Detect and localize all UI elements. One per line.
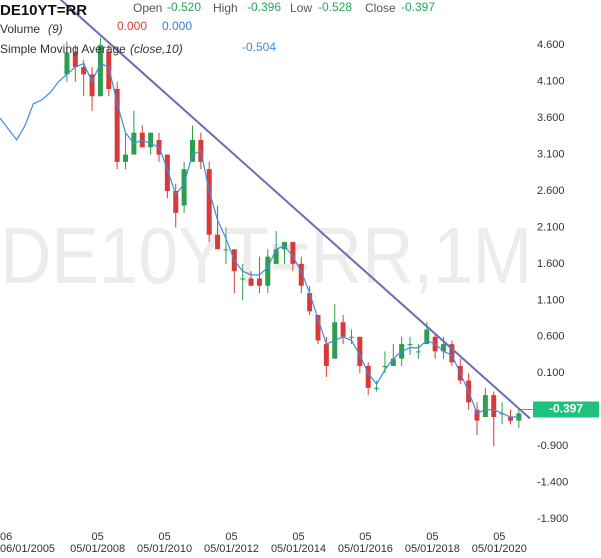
sma-label: Simple Moving Average <box>0 42 126 56</box>
last-price-box <box>533 401 599 418</box>
x-date-label: 05/01/2010 <box>137 543 192 555</box>
candle-body <box>114 88 120 162</box>
y-tick-label: -0.900 <box>537 440 568 452</box>
candle-body <box>365 365 371 388</box>
candle-body <box>507 417 513 421</box>
candle-body <box>240 278 246 280</box>
candle-body <box>474 409 480 421</box>
y-tick-label: 2.600 <box>537 185 565 197</box>
candle-body <box>482 395 488 418</box>
sma-value: -0.504 <box>242 40 276 54</box>
x-tick-label: 05 <box>292 531 304 543</box>
y-tick-label: 1.100 <box>537 294 565 306</box>
candle-body <box>223 249 229 251</box>
candle-body <box>89 74 95 97</box>
symbol: DE10YT=RR <box>0 2 87 19</box>
y-tick-label: 3.100 <box>537 148 565 160</box>
x-tick-label: 06 <box>0 531 12 543</box>
volume-value: 0.000 <box>162 19 192 33</box>
candle-body <box>307 293 313 312</box>
x-tick-label: 05 <box>158 531 170 543</box>
x-date-label: 05/01/2018 <box>405 543 460 555</box>
candle-body <box>181 169 187 206</box>
x-date-label: 06/01/2005 <box>0 543 55 555</box>
last-price-label: -0.397 <box>549 402 583 416</box>
volume-value: 0.000 <box>117 19 147 33</box>
candle-body <box>315 314 321 341</box>
candle-body <box>248 278 254 286</box>
y-tick-label: -1.400 <box>537 477 568 489</box>
candle-body <box>407 344 413 346</box>
candle-body <box>189 139 195 162</box>
x-tick-label: 05 <box>225 531 237 543</box>
candle-body <box>72 52 78 68</box>
x-tick-label: 05 <box>92 531 104 543</box>
candle-body <box>64 52 70 75</box>
y-tick-label: 3.600 <box>537 112 565 124</box>
y-tick-label: 1.600 <box>537 258 565 270</box>
candle-body <box>357 336 363 366</box>
x-date-label: 05/01/2020 <box>472 543 527 555</box>
candle-body <box>164 154 170 192</box>
candle-body <box>382 365 388 367</box>
candle-body <box>390 358 396 366</box>
y-tick-label: 0.600 <box>537 331 565 343</box>
candle-body <box>148 132 154 148</box>
candle-body <box>173 191 179 213</box>
candle-body <box>449 344 455 363</box>
candle-body <box>123 154 129 162</box>
quote-value: -0.520 <box>167 0 201 14</box>
sma-line <box>0 62 519 418</box>
candle-body <box>206 169 212 235</box>
x-tick-label: 05 <box>359 531 371 543</box>
candle-body <box>491 395 497 418</box>
sma-param: (close,10) <box>130 42 183 56</box>
x-tick-label: 05 <box>493 531 505 543</box>
x-date-label: 05/01/2008 <box>70 543 125 555</box>
y-tick-label: 4.600 <box>537 39 565 51</box>
x-date-label: 05/01/2012 <box>204 543 259 555</box>
candle-body <box>298 263 304 286</box>
y-tick-label: -1.900 <box>537 513 568 525</box>
volume-label: Volume <box>0 22 40 36</box>
quote-label: High <box>213 1 238 15</box>
quote-label: Close <box>365 1 396 15</box>
candle-body <box>81 67 87 75</box>
candle-body <box>340 322 346 337</box>
candle-body <box>348 336 354 338</box>
candle-body <box>290 242 296 264</box>
quote-value: -0.528 <box>318 0 352 14</box>
candle-body <box>265 256 271 286</box>
candle-body <box>256 278 262 286</box>
candle-body <box>441 344 447 352</box>
y-tick-label: 2.100 <box>537 221 565 233</box>
trendline <box>59 0 531 420</box>
candle-body <box>215 234 221 250</box>
candle-body <box>516 413 522 421</box>
x-tick-label: 05 <box>426 531 438 543</box>
quote-label: Low <box>290 1 312 15</box>
y-tick-label: 0.100 <box>537 367 565 379</box>
candle-body <box>97 45 103 97</box>
plot-area <box>0 0 531 447</box>
volume-param: (9) <box>48 22 63 36</box>
x-date-label: 05/01/2014 <box>271 543 326 555</box>
candle-body <box>424 329 430 345</box>
x-date-label: 05/01/2016 <box>338 543 393 555</box>
candle-body <box>415 351 421 353</box>
watermark: DE10YT=RR,1M <box>0 211 532 300</box>
candle-body <box>106 52 112 89</box>
quote-value: -0.396 <box>247 0 281 14</box>
quote-value: -0.397 <box>401 0 435 14</box>
candle-body <box>374 387 380 389</box>
candle-body <box>273 249 279 264</box>
quote-label: Open <box>133 1 162 15</box>
candle-body <box>323 344 329 366</box>
y-tick-label: 4.100 <box>537 76 565 88</box>
